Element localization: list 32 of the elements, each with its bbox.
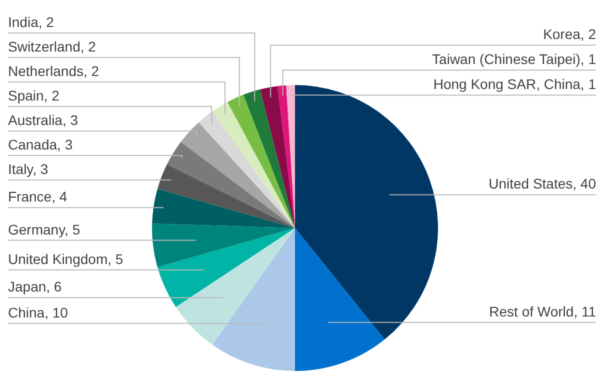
pie-slice — [152, 188, 295, 228]
slice-label: Korea, 2 — [543, 26, 596, 42]
slice-label: India, 2 — [8, 14, 54, 30]
pie-slice — [152, 224, 295, 268]
pie-slice — [243, 89, 295, 228]
slice-label: Australia, 3 — [8, 112, 78, 128]
slice-label: Switzerland, 2 — [8, 38, 96, 54]
pie-slice — [295, 228, 385, 371]
pie-slice — [180, 122, 295, 228]
slice-label: Spain, 2 — [8, 87, 60, 104]
slice-label: Netherlands, 2 — [8, 62, 100, 79]
slice-label: Canada, 3 — [8, 136, 73, 152]
pie-slice — [198, 111, 295, 228]
slice-label: United States, 40 — [488, 176, 596, 192]
slice-label: Taiwan (Chinese Taipei), 1 — [432, 51, 596, 68]
pie-slice — [157, 228, 295, 307]
slice-label: Germany, 5 — [8, 221, 80, 238]
pie-slice — [227, 94, 295, 228]
pie-slice — [176, 228, 295, 345]
slice-label: China, 10 — [8, 304, 68, 320]
pie-slice — [212, 228, 295, 371]
pie-slice — [157, 164, 295, 228]
slice-label: Rest of World, 11 — [489, 303, 596, 320]
slice-label: France, 4 — [8, 188, 68, 205]
slice-label: United Kingdom, 5 — [8, 250, 124, 267]
slice-label: Japan, 6 — [8, 278, 62, 295]
pie-slice — [166, 142, 295, 228]
slice-label: Italy, 3 — [8, 160, 48, 177]
slice-label: Hong Kong SAR, China, 1 — [433, 76, 596, 92]
pie-slice — [212, 102, 295, 228]
pie-slice — [277, 85, 295, 228]
pie-slice — [260, 86, 295, 228]
